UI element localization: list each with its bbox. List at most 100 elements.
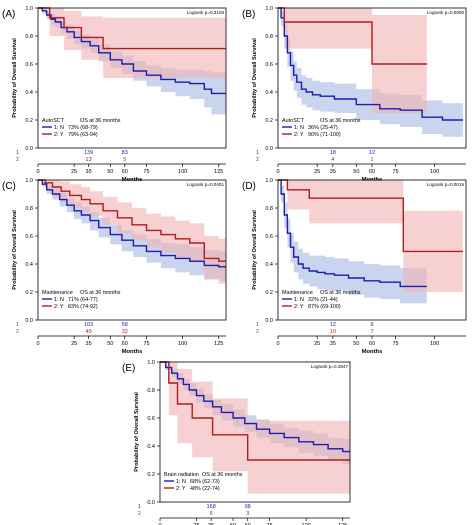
survival-line-series-2 (160, 361, 350, 461)
y-tick-label: 0.2 (25, 118, 33, 124)
x-tick-label: 125 (214, 341, 223, 347)
risk-row-label: 1 (256, 322, 259, 328)
risk-row-label: 2 (256, 157, 259, 163)
legend-entry-os36: 36% (25-47) (308, 125, 338, 131)
survival-line-series-2 (38, 7, 226, 50)
plot-frame (159, 361, 351, 503)
x-tick-label: 50 (107, 341, 113, 347)
plot-frame (277, 179, 467, 321)
y-tick-label: 0.6 (265, 234, 273, 240)
x-tick-label: 75 (392, 341, 398, 347)
x-tick-label: 50 (353, 169, 359, 175)
legend-entry-name: 2: Y (54, 304, 64, 310)
panel-label: (C) (2, 181, 16, 192)
survival-line-series-1 (278, 7, 463, 121)
legend-entry-os36: 71% (64-77) (68, 297, 98, 303)
risk-row-label: 1 (138, 504, 141, 510)
panel-a: (A) Logrank p=0.3108 0.0 0.2 0.4 0.6 0.8 1.0 Pro… (2, 6, 227, 183)
survival-line-series-1 (160, 361, 350, 453)
risk-count: 6 (370, 322, 373, 328)
x-tick-label: 60 (369, 341, 375, 347)
risk-row-label: 2 (138, 511, 141, 517)
x-tick-label: 60 (122, 169, 128, 175)
y-axis-label: Probability of Overall Survival (12, 38, 18, 118)
y-axis-label: Probability of Overall Survival (252, 38, 258, 118)
y-tick-label: 0.2 (265, 290, 273, 296)
y-tick-label: 0.8 (265, 206, 273, 212)
x-tick-label: 50 (107, 169, 113, 175)
risk-count: 5 (123, 157, 126, 163)
y-tick-label: 0.4 (147, 444, 155, 450)
pvalue-label: Logrank p=0.3108 (187, 10, 225, 15)
y-tick-label: 0.2 (147, 472, 155, 478)
ci-band-series-2 (278, 8, 427, 113)
y-axis-label: Probability of Overall Survival (252, 210, 258, 290)
legend-entry-name: 2: Y (294, 132, 304, 138)
ci-band-series-2 (38, 8, 226, 78)
legend-entry-name: 1: N (54, 297, 64, 303)
y-tick-label: 0.6 (265, 62, 273, 68)
y-tick-label: 0.8 (265, 34, 273, 40)
x-tick-label: 75 (143, 341, 149, 347)
x-tick-label: 35 (330, 341, 336, 347)
legend-header: OS at 36 months (202, 472, 243, 478)
legend-title: Maintenance (282, 290, 313, 296)
risk-count: 32 (122, 329, 128, 335)
risk-count: 83 (122, 150, 128, 156)
x-tick-label: 25 (71, 169, 77, 175)
risk-row-label: 2 (256, 329, 259, 335)
x-tick-label: 60 (122, 341, 128, 347)
pvalue-label: Logrank p=0.0000 (427, 10, 465, 15)
x-tick-label: 60 (245, 523, 251, 525)
ci-band-series-1 (278, 180, 427, 304)
risk-count: 13 (85, 157, 91, 163)
legend-entry-os36: 90% (71-100) (308, 132, 341, 138)
x-tick-label: 35 (330, 169, 336, 175)
legend-entry-os36: 73% (68-79) (68, 125, 98, 131)
y-tick-label: 1.0 (25, 6, 33, 12)
y-tick-label: 0.0 (25, 146, 33, 152)
survival-line-series-1 (278, 179, 427, 288)
risk-row-label: 1 (256, 150, 259, 156)
panel-label: (D) (242, 181, 256, 192)
y-tick-label: 0.0 (265, 146, 273, 152)
x-tick-label: 0 (158, 523, 161, 525)
legend-header: OS at 36 months (80, 118, 121, 124)
x-tick-label: 50 (353, 341, 359, 347)
risk-count: 12 (369, 150, 375, 156)
risk-count: 98 (245, 504, 251, 510)
legend-entry-name: 2: Y (294, 304, 304, 310)
risk-count: 7 (370, 329, 373, 335)
x-tick-label: 125 (214, 169, 223, 175)
risk-count: 1 (370, 157, 373, 163)
risk-count: 168 (206, 504, 215, 510)
risk-count: 12 (330, 322, 336, 328)
x-tick-label: 35 (86, 169, 92, 175)
pvalue-label: Logrank p=0.0401 (187, 182, 225, 187)
survival-line-series-2 (38, 179, 226, 262)
x-tick-label: 25 (314, 341, 320, 347)
risk-count: 6 (210, 511, 213, 517)
y-tick-label: 0.0 (265, 318, 273, 324)
y-tick-label: 0.0 (147, 500, 155, 506)
y-tick-label: 1.0 (147, 360, 155, 366)
legend-entry-name: 2: Y (54, 132, 64, 138)
survival-line-series-1 (38, 179, 226, 268)
legend-header: OS at 36 months (320, 118, 361, 124)
x-tick-label: 100 (430, 169, 439, 175)
legend-entry-name: 1: N (294, 297, 304, 303)
ci-band-series-2 (38, 180, 226, 284)
x-tick-label: 0 (276, 169, 279, 175)
panel-d: (D) Logrank p=0.0015 0.0 0.2 0.4 0.6 0.8 1.0 Pro… (242, 178, 467, 355)
pvalue-label: Logrank p=0.3947 (311, 364, 349, 369)
y-tick-label: 1.0 (25, 178, 33, 184)
plot-frame (37, 179, 227, 321)
x-axis-label: Months (122, 349, 143, 355)
legend-entry-os36: 87% (69-100) (308, 304, 341, 310)
legend-entry-os36: 83% (74-92) (68, 304, 98, 310)
x-tick-label: 35 (86, 341, 92, 347)
legend-title: Brain radiation (164, 472, 199, 478)
risk-count: 49 (85, 329, 91, 335)
risk-row-label: 1 (16, 150, 19, 156)
